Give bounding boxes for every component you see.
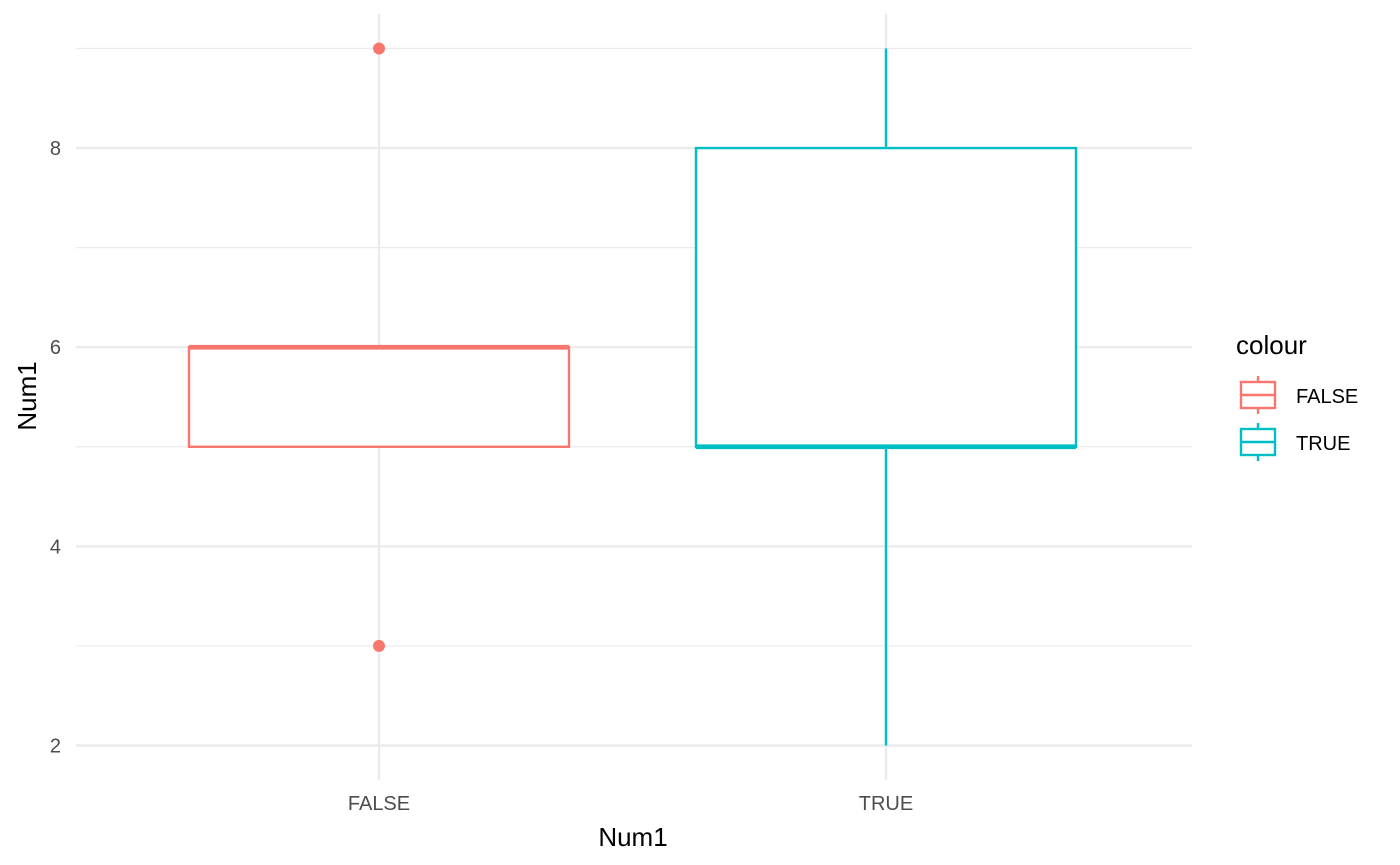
y-tick-label: 6: [50, 337, 61, 359]
axis-ticks: 2 4 6 8 FALSE TRUE: [50, 138, 913, 815]
plot-marks: [187, 42, 1078, 746]
y-tick-label: 4: [50, 536, 61, 558]
x-tick-label: TRUE: [859, 793, 913, 815]
box-rect: [694, 146, 1078, 448]
y-tick-label: 8: [50, 138, 61, 160]
legend-title: colour: [1236, 330, 1307, 360]
x-axis-title: Num1: [598, 822, 667, 852]
legend-key-true: [1239, 423, 1277, 461]
box-true: [694, 48, 1078, 746]
outlier-point: [373, 639, 385, 652]
box-false: [187, 42, 571, 652]
outlier-point: [373, 42, 385, 55]
legend-key-false: [1239, 376, 1277, 414]
y-axis-title: Num1: [12, 361, 42, 430]
legend-keys: [1239, 376, 1277, 461]
legend: colour FALSE TRUE: [1236, 330, 1358, 461]
legend-label-false: FALSE: [1296, 386, 1358, 408]
x-tick-label: FALSE: [348, 793, 410, 815]
y-tick-label: 2: [50, 736, 61, 758]
legend-label-true: TRUE: [1296, 433, 1350, 455]
box-rect: [187, 346, 571, 448]
